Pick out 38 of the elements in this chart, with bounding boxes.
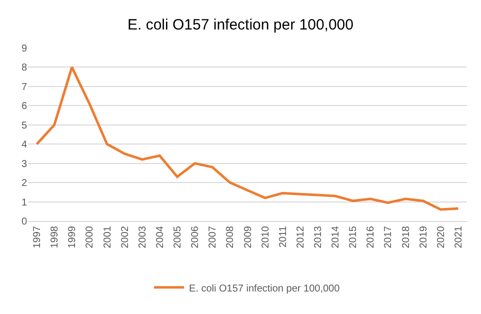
x-tick-label: 2021 bbox=[453, 226, 464, 248]
y-tick-label: 4 bbox=[21, 140, 28, 151]
x-tick-label: 2000 bbox=[84, 226, 96, 248]
chart-title: E. coli O157 infection per 100,000 bbox=[128, 16, 354, 34]
y-tick-label: 7 bbox=[21, 82, 28, 93]
x-tick-label: 2013 bbox=[312, 226, 324, 248]
y-tick-label: 9 bbox=[21, 44, 28, 54]
legend-label: E. coli O157 infection per 100,000 bbox=[189, 283, 340, 294]
y-tick-label: 1 bbox=[21, 197, 28, 208]
x-tick-label: 2019 bbox=[418, 226, 430, 248]
y-tick-label: 8 bbox=[21, 62, 28, 74]
x-tick-label: 2003 bbox=[137, 226, 148, 248]
x-tick-label: 2006 bbox=[190, 226, 202, 248]
x-tick-label: 2012 bbox=[295, 226, 306, 248]
y-tick-label: 0 bbox=[21, 216, 28, 228]
x-tick-label: 2018 bbox=[400, 226, 412, 248]
x-tick-label: 2001 bbox=[102, 226, 114, 248]
x-tick-label: 2015 bbox=[348, 226, 360, 248]
x-tick-label: 2011 bbox=[278, 226, 289, 248]
x-tick-label: 2016 bbox=[366, 226, 377, 248]
x-tick-label: 2010 bbox=[260, 226, 272, 248]
line-series bbox=[36, 66, 460, 211]
x-tick-label: 2020 bbox=[436, 226, 447, 248]
x-tick-label: 2002 bbox=[120, 226, 131, 248]
x-tick-label: 2004 bbox=[154, 226, 166, 248]
x-tick-label: 2008 bbox=[225, 226, 236, 248]
x-tick-label: 1999 bbox=[67, 226, 78, 248]
y-tick-label: 2 bbox=[21, 178, 28, 190]
x-tick-label: 2014 bbox=[330, 226, 342, 248]
y-tick-label: 6 bbox=[21, 101, 28, 112]
x-tick-label: 2005 bbox=[172, 226, 184, 248]
x-tick-label: 1998 bbox=[50, 226, 61, 248]
x-tick-label: 2007 bbox=[208, 226, 219, 248]
y-tick-label: 5 bbox=[21, 120, 28, 132]
x-tick-label: 2017 bbox=[383, 226, 394, 248]
x-tick-label: 1997 bbox=[32, 226, 44, 248]
y-tick-label: 3 bbox=[21, 158, 28, 170]
x-tick-label: 2009 bbox=[242, 226, 254, 248]
